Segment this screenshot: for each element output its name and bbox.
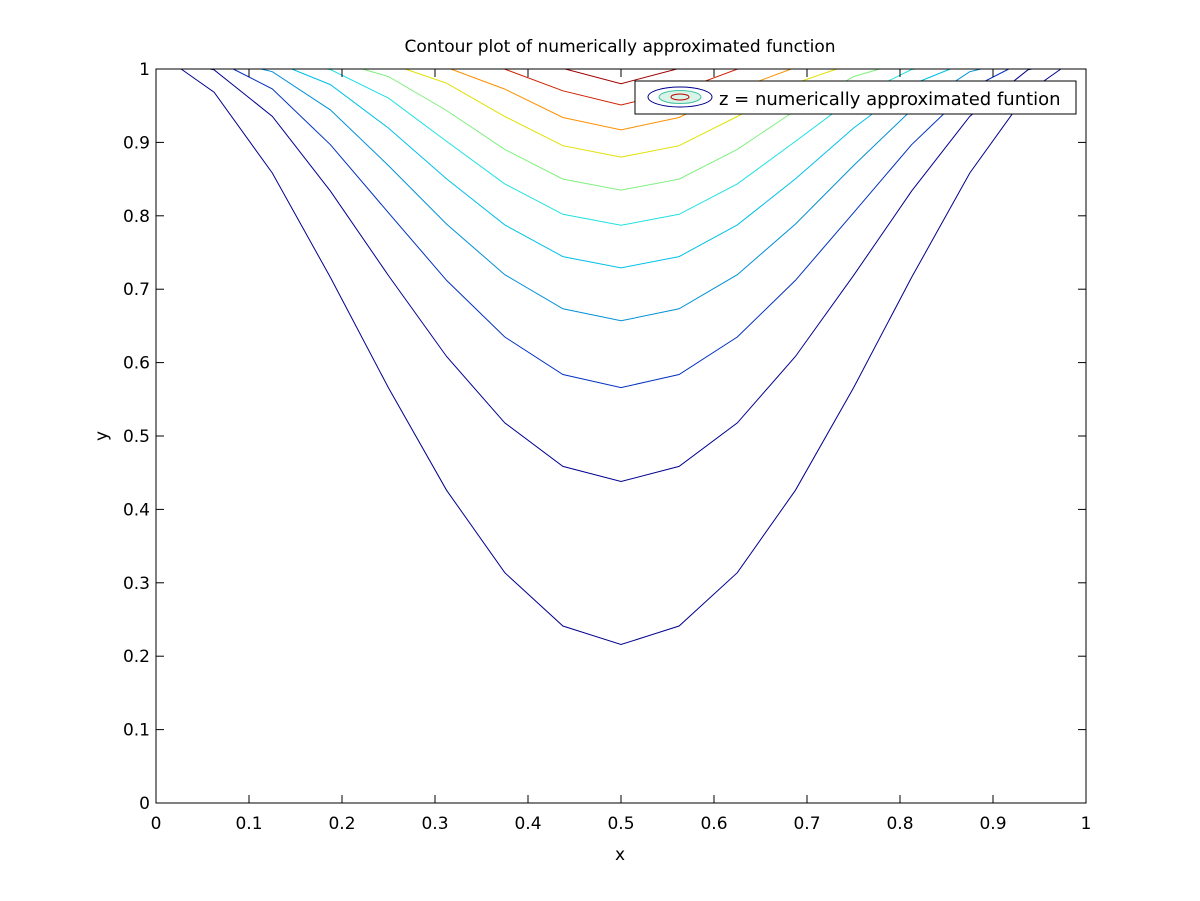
y-tick-label: 0.9 bbox=[123, 133, 150, 153]
x-tick-label: 0.8 bbox=[886, 814, 913, 834]
contour-line-4 bbox=[260, 68, 982, 322]
contour-line-1 bbox=[180, 68, 1062, 646]
x-tick-label: 0.2 bbox=[328, 814, 355, 834]
x-tick-label: 0.3 bbox=[421, 814, 448, 834]
y-tick-label: 0.2 bbox=[123, 647, 150, 667]
contour-line-11 bbox=[565, 68, 677, 85]
x-tick-label: 0.5 bbox=[607, 814, 634, 834]
y-tick-label: 1 bbox=[139, 60, 150, 80]
x-tick-label: 0 bbox=[151, 814, 162, 834]
contour-line-2 bbox=[209, 68, 1033, 483]
y-tick-label: 0 bbox=[139, 794, 150, 814]
x-tick-label: 0.1 bbox=[235, 814, 262, 834]
contour-lines bbox=[180, 68, 1062, 646]
y-tick-label: 0.6 bbox=[123, 354, 150, 374]
contour-line-5 bbox=[291, 68, 951, 269]
chart-title: Contour plot of numerically approximated… bbox=[404, 37, 835, 57]
y-tick-label: 0.7 bbox=[123, 280, 150, 300]
y-tick-label: 0.1 bbox=[123, 721, 150, 741]
x-tick-label: 0.9 bbox=[979, 814, 1006, 834]
x-tick-label: 1 bbox=[1081, 814, 1092, 834]
axis-ticks: 0 0.1 0.2 0.3 0.4 0.5 0.6 0.7 0.8 0.9 1 0 0.1 0.2 0.3 0… bbox=[123, 60, 1091, 834]
legend-box bbox=[634, 80, 1077, 115]
plot-area bbox=[156, 69, 1086, 803]
contour-line-3 bbox=[232, 68, 1010, 389]
legend-contour-icon bbox=[647, 86, 713, 108]
y-axis-label: y bbox=[92, 431, 112, 441]
y-tick-label: 0.4 bbox=[123, 500, 150, 520]
y-tick-label: 0.3 bbox=[123, 574, 150, 594]
legend: z = numerically approximated funtion bbox=[634, 80, 1077, 115]
x-tick-label: 0.6 bbox=[700, 814, 727, 834]
x-tick-label: 0.4 bbox=[514, 814, 541, 834]
y-tick-label: 0.8 bbox=[123, 207, 150, 227]
x-axis-label: x bbox=[615, 845, 625, 865]
y-tick-label: 0.5 bbox=[123, 427, 150, 447]
x-tick-label: 0.7 bbox=[793, 814, 820, 834]
legend-entry-label: z = numerically approximated funtion bbox=[719, 89, 1061, 110]
plot-frame bbox=[155, 68, 1087, 804]
